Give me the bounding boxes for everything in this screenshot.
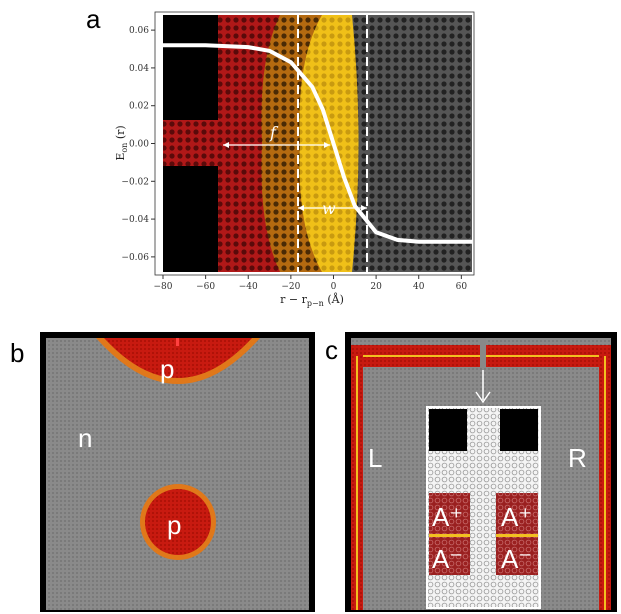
y-tick-label: −0.04 bbox=[121, 215, 149, 225]
panel-b: p n p bbox=[40, 332, 315, 612]
x-tick-label: −80 bbox=[154, 282, 173, 292]
y-tick-label: −0.06 bbox=[121, 253, 149, 263]
y-tick-label: 0.06 bbox=[129, 26, 149, 36]
panel-a-chart: f w −80 −60 −40 −20 0 20 40 60 0.06 0.04 0.02 0.00… bbox=[114, 11, 475, 308]
x-axis-ticks: −80 −60 −40 −20 0 20 40 60 bbox=[154, 275, 468, 292]
x-tick-label: −40 bbox=[239, 282, 258, 292]
f-label: f bbox=[269, 123, 279, 142]
p-label-top: p bbox=[160, 354, 174, 384]
p-region-bottom bbox=[145, 489, 211, 555]
a-minus-left: A⁻ bbox=[432, 544, 463, 574]
x-tick-label: −60 bbox=[196, 282, 215, 292]
y-axis-label: Eon (r) bbox=[114, 125, 129, 160]
panel-label-a: a bbox=[86, 4, 101, 34]
y-axis-ticks: 0.06 0.04 0.02 0.00 −0.02 −0.04 −0.06 bbox=[121, 26, 155, 263]
r-label: R bbox=[568, 443, 587, 473]
a-minus-right: A⁻ bbox=[501, 544, 532, 574]
a-plus-left: A⁺ bbox=[432, 502, 463, 532]
y-tick-label: −0.02 bbox=[121, 177, 149, 187]
x-tick-label: 40 bbox=[413, 282, 425, 292]
zoom-inset: A⁺ A⁻ A⁺ A⁻ bbox=[426, 406, 541, 609]
x-tick-label: 60 bbox=[456, 282, 468, 292]
x-tick-label: −20 bbox=[281, 282, 300, 292]
panel-c: L R A⁺ A⁻ A⁺ A⁻ bbox=[345, 332, 617, 612]
n-label: n bbox=[78, 423, 92, 453]
panel-label-c: c bbox=[325, 335, 338, 365]
a-plus-right: A⁺ bbox=[501, 502, 532, 532]
x-tick-label: 0 bbox=[331, 282, 337, 292]
y-tick-label: 0.00 bbox=[129, 140, 149, 150]
p-region-top bbox=[104, 338, 252, 378]
energy-curve bbox=[163, 43, 472, 244]
p-label-bottom: p bbox=[167, 510, 181, 540]
panel-label-b: b bbox=[10, 338, 25, 368]
y-tick-label: 0.02 bbox=[129, 102, 149, 112]
y-tick-label: 0.04 bbox=[129, 64, 149, 74]
lattice-image bbox=[163, 15, 472, 272]
x-axis-label: r − rp−n (Å) bbox=[280, 292, 344, 308]
w-label: w bbox=[322, 199, 336, 218]
x-tick-label: 20 bbox=[370, 282, 382, 292]
l-label: L bbox=[368, 443, 382, 473]
